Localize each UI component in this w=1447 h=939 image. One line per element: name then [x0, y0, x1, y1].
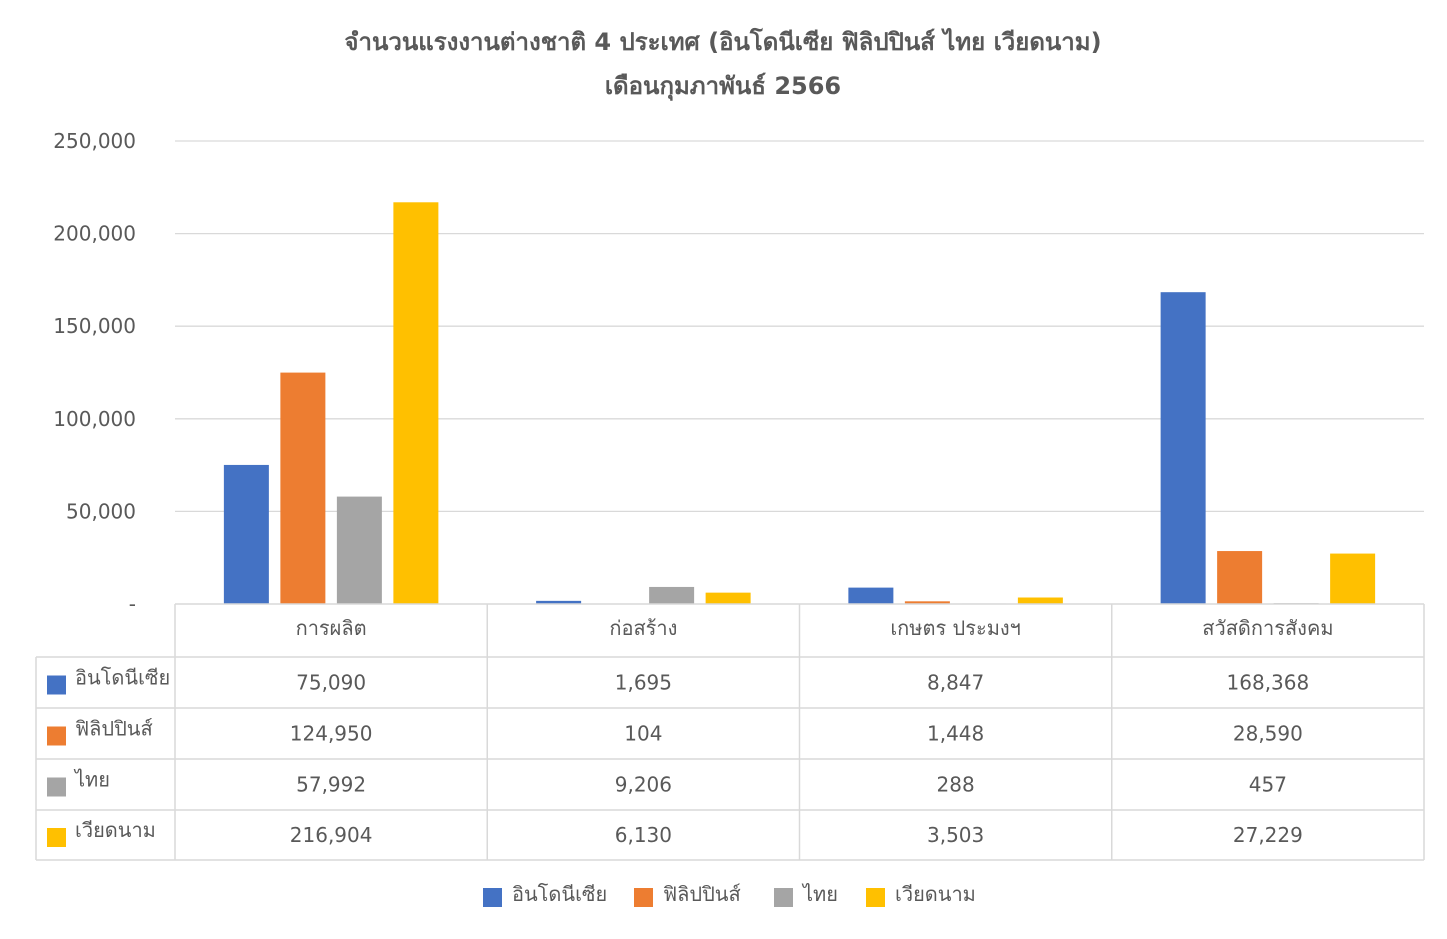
bar	[280, 372, 326, 604]
bar	[848, 587, 894, 604]
table-cell-value: 288	[937, 773, 975, 797]
category-label: ก่อสร้าง	[609, 616, 677, 640]
legend-key	[866, 888, 885, 907]
table-cell-value: 1,695	[615, 671, 672, 695]
y-tick-label: 100,000	[53, 407, 136, 431]
table-cell-value: 6,130	[615, 823, 672, 847]
chart-title: จำนวนแรงงานต่างชาติ 4 ประเทศ (อินโดนีเซี…	[344, 27, 1101, 56]
category-label: การผลิต	[296, 616, 367, 640]
bar	[904, 601, 950, 604]
y-tick-label: -	[129, 592, 136, 616]
table-cell-value: 104	[624, 722, 662, 746]
table-cell-value: 9,206	[615, 773, 672, 797]
y-tick-label: 150,000	[53, 314, 136, 338]
table-series-name: เวียดนาม	[75, 818, 156, 842]
bars	[223, 202, 1376, 604]
category-label: สวัสดิการสังคม	[1202, 616, 1333, 640]
table-cell-value: 216,904	[290, 823, 373, 847]
data-table: การผลิต ก่อสร้าง เกษตร ประมงฯ สวัสดิการสังค…	[35, 603, 1425, 861]
bar	[705, 592, 751, 604]
bar	[1330, 553, 1376, 604]
legend: อินโดนีเซีย ฟิลิปปินส์ ไทย เวียดนาม	[483, 882, 976, 907]
y-axis-ticks: - 50,000 100,000 150,000 200,000 250,000	[53, 129, 136, 616]
table-legend-key	[47, 726, 66, 746]
table-cell-value: 28,590	[1233, 722, 1303, 746]
table-series-name: ไทย	[73, 768, 110, 792]
table-cell-value: 168,368	[1227, 671, 1310, 695]
table-legend-key	[47, 777, 66, 797]
legend-label: อินโดนีเซีย	[512, 882, 607, 906]
bar	[223, 464, 269, 604]
table-legend-key	[47, 675, 66, 695]
bar	[1017, 597, 1063, 604]
category-label: เกษตร ประมงฯ	[890, 616, 1021, 640]
table-cell-value: 8,847	[927, 671, 984, 695]
table-cell-value: 1,448	[927, 722, 984, 746]
table-cell-value: 57,992	[296, 773, 366, 797]
table-cell-value: 75,090	[296, 671, 366, 695]
y-tick-label: 250,000	[53, 129, 136, 153]
gridlines	[175, 140, 1424, 513]
bar	[393, 202, 439, 604]
table-series-name: ฟิลิปปินส์	[75, 717, 153, 741]
legend-key	[634, 888, 653, 907]
legend-key	[483, 888, 502, 907]
table-legend-key	[47, 828, 66, 847]
legend-key	[774, 888, 793, 907]
legend-label: เวียดนาม	[895, 882, 976, 906]
legend-label: ไทย	[801, 882, 838, 906]
table-cell-value: 27,229	[1233, 823, 1303, 847]
table-cell-value: 3,503	[927, 823, 984, 847]
legend-label: ฟิลิปปินส์	[663, 882, 741, 906]
y-tick-label: 50,000	[66, 499, 136, 523]
y-tick-label: 200,000	[53, 222, 136, 246]
bar	[1160, 292, 1206, 604]
bar	[336, 496, 382, 604]
bar	[536, 600, 582, 604]
bar	[649, 586, 695, 604]
table-cell-value: 124,950	[290, 722, 373, 746]
table-cell-value: 457	[1249, 773, 1287, 797]
chart-subtitle: เดือนกุมภาพันธ์ 2566	[605, 72, 841, 102]
table-series-name: อินโดนีเซีย	[75, 666, 170, 690]
bar	[1217, 551, 1263, 604]
